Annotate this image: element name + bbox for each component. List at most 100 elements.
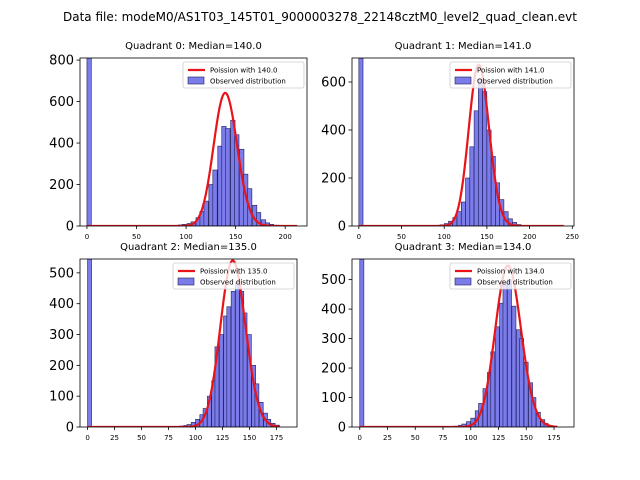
legend-hist-swatch xyxy=(177,277,195,286)
y-tick-label: 600 xyxy=(321,76,346,91)
y-tick-label: 200 xyxy=(49,178,74,193)
histogram-bar xyxy=(218,334,224,427)
histogram-bar xyxy=(478,79,483,226)
histogram-bar xyxy=(469,146,475,226)
x-tick-label: 50 xyxy=(132,233,141,241)
histogram-bar xyxy=(235,281,240,427)
histogram-bar xyxy=(358,58,364,226)
y-tick-label: 200 xyxy=(321,362,346,377)
x-tick-label: 50 xyxy=(397,233,406,241)
y-tick-label: 100 xyxy=(49,390,74,405)
histogram-bar xyxy=(507,279,512,427)
y-tick-label: 0 xyxy=(338,421,346,436)
x-tick-label: 0 xyxy=(357,233,361,241)
y-tick-label: 500 xyxy=(321,273,346,288)
panel-title: Quadrant 1: Median=141.0 xyxy=(395,41,532,52)
legend-box xyxy=(182,61,305,89)
x-tick-label: 100 xyxy=(438,233,451,241)
legend-hist-swatch xyxy=(454,277,472,286)
x-tick-label: 100 xyxy=(189,434,202,442)
axes-frame xyxy=(351,258,575,428)
histogram-bar xyxy=(256,212,262,226)
histogram-bars xyxy=(87,259,280,427)
y-tick-label: 0 xyxy=(66,421,74,436)
x-tick-label: 175 xyxy=(547,434,560,442)
histogram-bar xyxy=(359,259,365,427)
y-tick-label: 200 xyxy=(321,172,346,187)
y-tick-label: 300 xyxy=(49,328,74,343)
histogram-bar xyxy=(226,306,232,427)
y-tick-label: 200 xyxy=(49,359,74,374)
x-tick-label: 0 xyxy=(358,434,362,442)
legend-box xyxy=(449,262,572,290)
x-tick-label: 150 xyxy=(480,233,493,241)
legend: Poission with 135.0 Observed distribution xyxy=(172,262,295,290)
x-tick-label: 75 xyxy=(164,434,173,442)
chart-panel-quadrant-2: 0 25 50 75 100 125 150 175 0 100 200 300 400 500 Quadr… xyxy=(49,242,298,442)
histogram-bar xyxy=(482,91,488,226)
legend-box xyxy=(172,262,295,290)
histogram-bars xyxy=(359,259,553,427)
legend: Poission with 140.0 Observed distribution xyxy=(182,61,305,89)
legend-curve-label: Poission with 141.0 xyxy=(477,67,545,75)
chart-panel-quadrant-0: 0 50 100 150 200 0 200 400 600 800 Quadrant 0: Med… xyxy=(49,41,308,241)
y-tick-label: 400 xyxy=(321,303,346,318)
histogram-bar xyxy=(203,200,209,226)
poisson-curve-group xyxy=(358,63,564,226)
panel-title: Quadrant 2: Median=135.0 xyxy=(120,242,257,253)
x-tick-label: 200 xyxy=(523,233,536,241)
y-tick-label: 0 xyxy=(66,220,74,235)
histogram-bar xyxy=(460,201,466,226)
axes-frame xyxy=(79,258,298,428)
axes-frame xyxy=(79,57,308,227)
x-tick-label: 250 xyxy=(566,233,579,241)
y-tick-label: 400 xyxy=(321,124,346,139)
histogram-bar xyxy=(494,326,500,427)
panel-title: Quadrant 0: Median=140.0 xyxy=(125,41,262,52)
legend: Poission with 141.0 Observed distribution xyxy=(449,61,572,89)
legend: Poission with 134.0 Observed distribution xyxy=(449,262,572,290)
x-tick-label: 200 xyxy=(279,233,292,241)
x-tick-label: 150 xyxy=(243,434,256,442)
y-tick-label: 100 xyxy=(321,391,346,406)
y-tick-label: 500 xyxy=(49,266,74,281)
x-tick-label: 25 xyxy=(110,434,119,442)
y-tick-label: 800 xyxy=(49,54,74,69)
y-tick-label: 0 xyxy=(338,220,346,235)
histogram-bar xyxy=(247,334,252,427)
x-tick-label: 75 xyxy=(439,434,448,442)
chart-panel-quadrant-3: 0 25 50 75 100 125 150 175 0 100 200 300 400 500 Quadr… xyxy=(321,242,575,442)
histogram-bar xyxy=(225,128,231,226)
axes-frame xyxy=(351,57,575,227)
x-tick-label: 50 xyxy=(411,434,420,442)
x-tick-label: 150 xyxy=(229,233,242,241)
legend-curve-label: Poission with 135.0 xyxy=(200,268,268,276)
legend-hist-label: Observed distribution xyxy=(477,78,553,86)
x-tick-label: 25 xyxy=(383,434,392,442)
x-tick-label: 100 xyxy=(464,434,477,442)
histogram-bar xyxy=(502,282,508,427)
y-tick-label: 600 xyxy=(49,95,74,110)
legend-hist-label: Observed distribution xyxy=(210,78,286,86)
histogram-bar xyxy=(87,259,92,427)
histogram-bar xyxy=(212,169,218,226)
x-tick-label: 125 xyxy=(492,434,505,442)
histogram-bar xyxy=(465,177,471,226)
poisson-curve xyxy=(358,63,564,226)
histogram-bar xyxy=(511,305,517,427)
legend-hist-label: Observed distribution xyxy=(200,279,276,287)
y-tick-label: 300 xyxy=(321,332,346,347)
x-tick-label: 175 xyxy=(270,434,283,442)
x-tick-label: 125 xyxy=(216,434,229,442)
histogram-bar xyxy=(473,110,479,226)
legend-hist-swatch xyxy=(454,76,472,85)
poisson-curve-group xyxy=(86,91,298,226)
legend-curve-label: Poission with 134.0 xyxy=(477,268,545,276)
figure-title: Data file: modeM0/AS1T03_145T01_90000032… xyxy=(63,10,577,24)
chart-panel-quadrant-1: 0 50 100 150 200 250 0 200 400 600 Quadrant 1: Med… xyxy=(321,41,579,241)
x-tick-label: 100 xyxy=(179,233,192,241)
histogram-bar xyxy=(230,291,236,427)
legend-hist-label: Observed distribution xyxy=(477,279,553,287)
